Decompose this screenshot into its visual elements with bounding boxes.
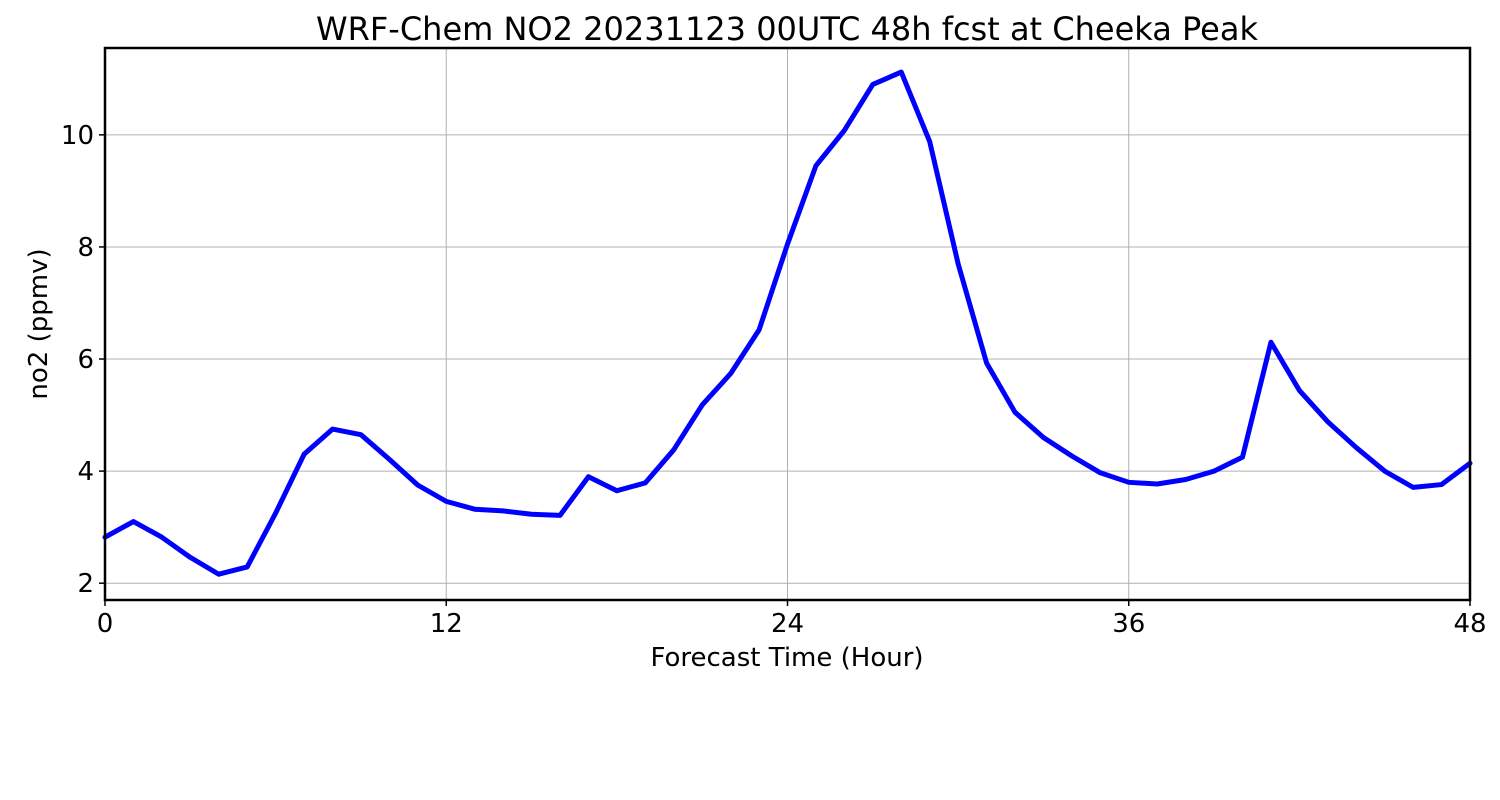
x-tick-label: 12: [430, 609, 463, 639]
y-tick-label: 2: [77, 569, 94, 599]
plot-frame: [103, 46, 1472, 602]
x-tick-label: 36: [1112, 609, 1145, 639]
y-tick-label: 8: [77, 233, 94, 263]
series-line-no2: [102, 69, 1473, 577]
y-axis-label: no2 (ppmv): [24, 248, 54, 399]
chart-title: WRF-Chem NO2 20231123 00UTC 48h fcst at …: [316, 10, 1258, 48]
y-tick-label: 6: [77, 345, 94, 375]
x-tick-label: 0: [97, 609, 114, 639]
x-axis-label: Forecast Time (Hour): [650, 643, 923, 673]
x-tick-label: 24: [771, 609, 804, 639]
x-tick-label: 48: [1453, 609, 1486, 639]
y-tick-label: 10: [61, 121, 94, 151]
grid-lines: [104, 48, 1471, 600]
y-tick-label: 4: [77, 457, 94, 487]
